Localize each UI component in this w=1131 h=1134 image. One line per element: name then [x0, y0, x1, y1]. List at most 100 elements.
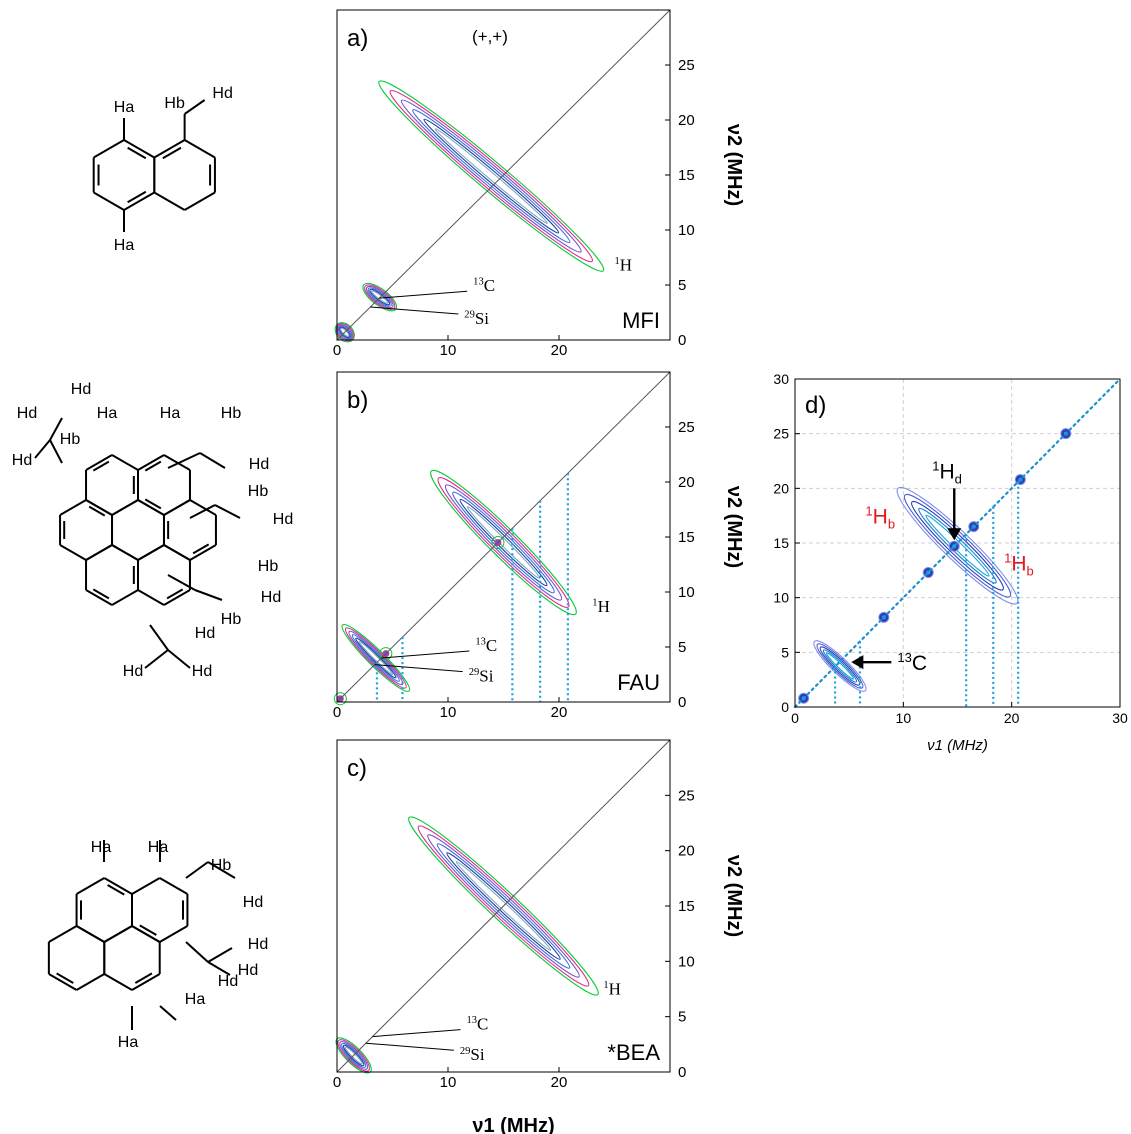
annotation-1Hd: 1Hd	[932, 458, 962, 486]
molecule-label-b1: Hb	[60, 431, 81, 448]
bond	[137, 454, 165, 471]
bond	[184, 99, 206, 115]
diagonal-line	[336, 739, 671, 1073]
y-tick-label: 15	[678, 529, 695, 546]
y-tick-label: 20	[678, 112, 695, 129]
bond	[163, 499, 191, 516]
bond	[207, 861, 236, 879]
label-superscript: 13	[473, 277, 484, 288]
bond	[167, 574, 196, 591]
annotation-leader	[370, 306, 459, 315]
label-subscript: b	[888, 517, 895, 532]
contour-ridge-1H	[400, 99, 582, 253]
bond	[49, 417, 63, 441]
y-tick-label: 10	[678, 222, 695, 239]
bond	[123, 139, 155, 159]
molecule-methylpyrene	[47, 840, 236, 1030]
sample-label: MFI	[622, 308, 660, 333]
bond	[131, 877, 161, 895]
bond	[153, 139, 186, 159]
double-bond	[144, 460, 162, 472]
label-superscript: 29	[460, 1046, 471, 1057]
x-tick-label: 30	[1112, 710, 1128, 726]
annotation-13C: 13C	[897, 650, 927, 675]
label-superscript: 29	[464, 310, 475, 321]
sample-label: *BEA	[607, 1040, 660, 1065]
bond	[144, 649, 169, 669]
annotation-29Si: 29Si	[469, 667, 494, 686]
molecule-label-b: Hb	[211, 857, 232, 874]
double-bond	[134, 972, 153, 984]
annotation-1Hb-right: 1Hb	[1004, 550, 1034, 578]
contour-ridge-signal	[358, 640, 394, 676]
x-tick-label: 20	[551, 342, 568, 359]
bond	[137, 589, 165, 606]
bond	[76, 877, 105, 895]
molecule-label-b5: Hb	[221, 611, 242, 628]
y-tick-label: 10	[773, 590, 789, 606]
annotation-1Hb-left: 1Hb	[865, 503, 895, 531]
label-nucleus: C	[484, 276, 495, 295]
y-tick-label: 15	[678, 898, 695, 915]
diagonal-line	[793, 377, 1122, 709]
contour-ridge-signal	[351, 634, 400, 682]
y-tick-label: 20	[678, 843, 695, 860]
double-bond	[88, 505, 106, 517]
annotation-leader	[379, 290, 468, 299]
double-bond	[139, 924, 157, 936]
annotation-29Si: 29Si	[460, 1045, 485, 1064]
molecule-label-d7: Hd	[195, 625, 215, 642]
molecule-label-d6: Hd	[261, 589, 281, 606]
x-tick-label: 20	[551, 1074, 568, 1091]
label-nucleus: H	[873, 505, 888, 528]
annotation-leader	[372, 1029, 461, 1038]
bond	[167, 452, 201, 469]
y-tick-label: 25	[678, 57, 695, 74]
y-tick-label: 5	[678, 1009, 686, 1026]
panel-label: b)	[347, 387, 368, 414]
bond	[159, 1005, 177, 1021]
bond	[111, 589, 139, 606]
contour-ridge-13C	[825, 652, 855, 680]
bond	[48, 973, 78, 991]
y-tick-label: 10	[678, 953, 695, 970]
bond	[34, 439, 51, 459]
panel-b: 0 10 20 0 5 10 15 20 25 b) FAU ν2 (MHz) 1H 13C 29Si	[333, 371, 745, 721]
label-superscript: 1	[865, 503, 872, 518]
y-tick-label: 5	[678, 277, 686, 294]
contour-ridge-1H	[452, 491, 555, 594]
x-tick-label: 0	[333, 704, 341, 721]
y-axis-label: ν2 (MHz)	[723, 855, 745, 937]
label-nucleus: H	[609, 980, 621, 999]
molecule-label-a2: Ha	[114, 237, 135, 254]
molecule-label-b: Hb	[164, 95, 185, 112]
bond	[76, 973, 105, 991]
bond	[207, 961, 231, 976]
annotation-13C: 13C	[475, 636, 497, 655]
contour-ridge-1H	[459, 498, 548, 587]
double-bond	[162, 146, 182, 160]
sign-label: (+,+)	[472, 27, 508, 46]
contour-ridge-1H	[412, 109, 571, 244]
molecule-label-a1: Ha	[91, 839, 112, 856]
bond	[159, 925, 188, 943]
bond	[194, 589, 223, 601]
label-subscript: d	[955, 472, 962, 487]
bond	[111, 454, 139, 471]
label-nucleus: H	[1011, 552, 1026, 575]
label-nucleus: Si	[475, 309, 489, 328]
molecule-label-a2: Ha	[160, 405, 181, 422]
label-superscript: 1	[592, 597, 597, 608]
label-nucleus: H	[620, 256, 632, 275]
bond	[185, 941, 209, 963]
bond	[76, 925, 105, 943]
molecule-methylnaphthalene	[92, 99, 216, 232]
sample-label: FAU	[617, 670, 660, 695]
label-nucleus: H	[598, 597, 610, 616]
y-tick-label: 0	[678, 694, 686, 711]
y-tick-label: 20	[773, 480, 789, 496]
contour-ridge-13C	[816, 643, 864, 689]
contour-ridge-1H	[378, 80, 605, 272]
bond	[163, 454, 191, 471]
